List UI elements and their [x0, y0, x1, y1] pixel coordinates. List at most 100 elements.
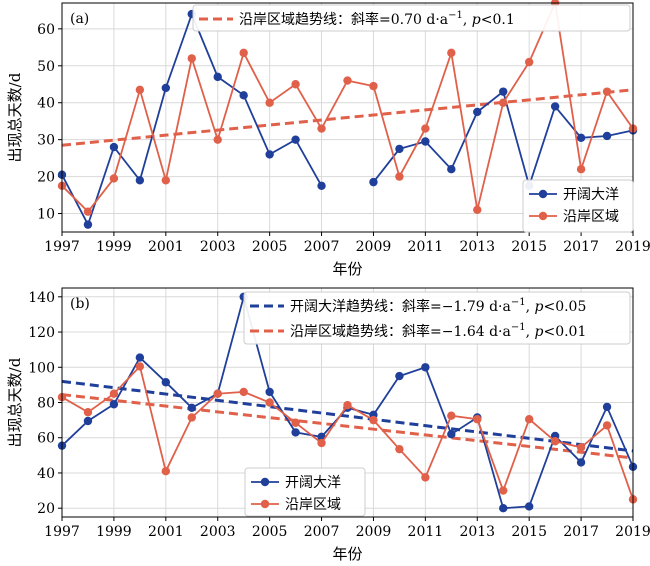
plot-frame [61, 2, 634, 233]
y-tick-label: 20 [37, 170, 55, 186]
data-point [576, 165, 586, 174]
x-tick-label: 1997 [44, 239, 80, 255]
y-axis-label: 出现总天数/d [6, 72, 24, 162]
x-tick-label: 2005 [252, 524, 288, 540]
trend-label-superscript: −1 [511, 322, 526, 333]
legend-swatch-marker [260, 477, 270, 487]
trend-legend-box [243, 291, 631, 345]
data-point [265, 98, 274, 107]
trend-label-superscript: −1 [448, 10, 463, 21]
data-point [550, 102, 560, 111]
y-tick-label: 10 [37, 207, 55, 223]
data-point [576, 443, 586, 452]
data-point [421, 363, 430, 372]
data-point [239, 91, 248, 100]
trend-label-p: p [535, 324, 544, 340]
data-point [524, 502, 534, 511]
plot-frame [61, 287, 634, 518]
y-tick-label: 80 [37, 396, 55, 412]
data-point [395, 144, 404, 154]
trend-line [61, 393, 634, 460]
data-point [602, 87, 612, 96]
x-tick-label: 2001 [148, 524, 184, 540]
data-point [421, 124, 430, 133]
data-point [135, 353, 145, 362]
data-point [135, 362, 145, 371]
data-point [291, 418, 300, 427]
series-legend-box [522, 179, 634, 233]
trend-legend-box [192, 4, 631, 32]
data-point [576, 133, 586, 143]
data-point [395, 172, 404, 181]
trend-legend-label: 开阔大洋趋势线：斜率=−1.79 d·a−1, p<0.05 [290, 297, 586, 315]
legend-swatch-marker [538, 189, 548, 199]
data-point [447, 411, 456, 420]
chart-panel-2: 1997 1999 2001 2003 2005 2007 2009 2011 2013 2015… [6, 287, 650, 563]
trend-label-p: p [535, 299, 544, 315]
y-tick-label: 120 [28, 325, 55, 341]
data-point [550, 437, 560, 446]
data-point [291, 428, 300, 437]
legend-label: 沿岸区域 [563, 209, 619, 225]
x-tick-label: 2013 [459, 239, 495, 255]
x-tick-label: 2001 [148, 239, 184, 255]
data-point [161, 83, 171, 93]
data-point [213, 72, 222, 82]
y-tick-label: 20 [37, 501, 55, 517]
x-tick-label: 2019 [615, 524, 650, 540]
trend-line [61, 88, 634, 147]
data-point [524, 415, 534, 424]
legend-label: 沿岸区域 [285, 497, 341, 513]
legend-label: 开阔大洋 [563, 187, 619, 203]
data-point [473, 107, 482, 117]
data-point [524, 57, 534, 67]
y-axis-label: 出现总天数/d [6, 357, 24, 447]
data-point [83, 220, 93, 229]
trend-line [61, 379, 634, 453]
trend-label-superscript: −1 [511, 297, 526, 308]
y-tick-label: 60 [37, 431, 55, 447]
x-tick-label: 2005 [252, 239, 288, 255]
data-point [135, 85, 145, 94]
data-point [135, 176, 145, 185]
data-point [109, 389, 119, 398]
data-point [83, 207, 93, 216]
data-point [499, 503, 508, 513]
x-tick-label: 2015 [511, 524, 547, 540]
data-point [499, 486, 508, 495]
legend-label: 开阔大洋 [285, 475, 341, 491]
data-point [83, 407, 93, 417]
data-point [447, 165, 456, 174]
data-point [109, 142, 119, 152]
data-point [421, 473, 430, 482]
data-point [369, 81, 378, 91]
x-tick-label: 2015 [511, 239, 547, 255]
y-tick-label: 40 [37, 466, 55, 482]
trend-label-prefix: 开阔大洋趋势线：斜率=−1.79 d·a [290, 298, 511, 315]
y-tick-label: 60 [37, 22, 55, 38]
data-point [343, 400, 352, 410]
data-point [499, 87, 508, 96]
data-point [187, 54, 196, 63]
data-point [265, 150, 274, 159]
data-point [317, 438, 326, 448]
x-tick-label: 1997 [44, 524, 80, 540]
trend-label-separator: , [463, 12, 472, 28]
data-point [369, 177, 378, 187]
x-tick-label: 2017 [563, 524, 599, 540]
x-tick-label: 1999 [96, 524, 132, 540]
x-tick-label: 2007 [304, 239, 340, 255]
data-point [369, 415, 378, 425]
y-tick-label: 100 [28, 360, 55, 376]
data-point [473, 415, 482, 424]
trend-label-suffix: <0.1 [481, 12, 515, 28]
data-point [317, 124, 326, 133]
data-point [161, 176, 171, 185]
x-tick-label: 2009 [356, 524, 392, 540]
data-point [602, 131, 612, 141]
trend-label-separator: , [526, 324, 535, 340]
trend-legend-label: 沿岸区域趋势线：斜率=0.70 d·a−1, p<0.1 [239, 10, 515, 28]
trend-label-prefix: 沿岸区域趋势线：斜率=−1.64 d·a [290, 323, 511, 340]
x-axis-label: 年份 [332, 260, 362, 278]
